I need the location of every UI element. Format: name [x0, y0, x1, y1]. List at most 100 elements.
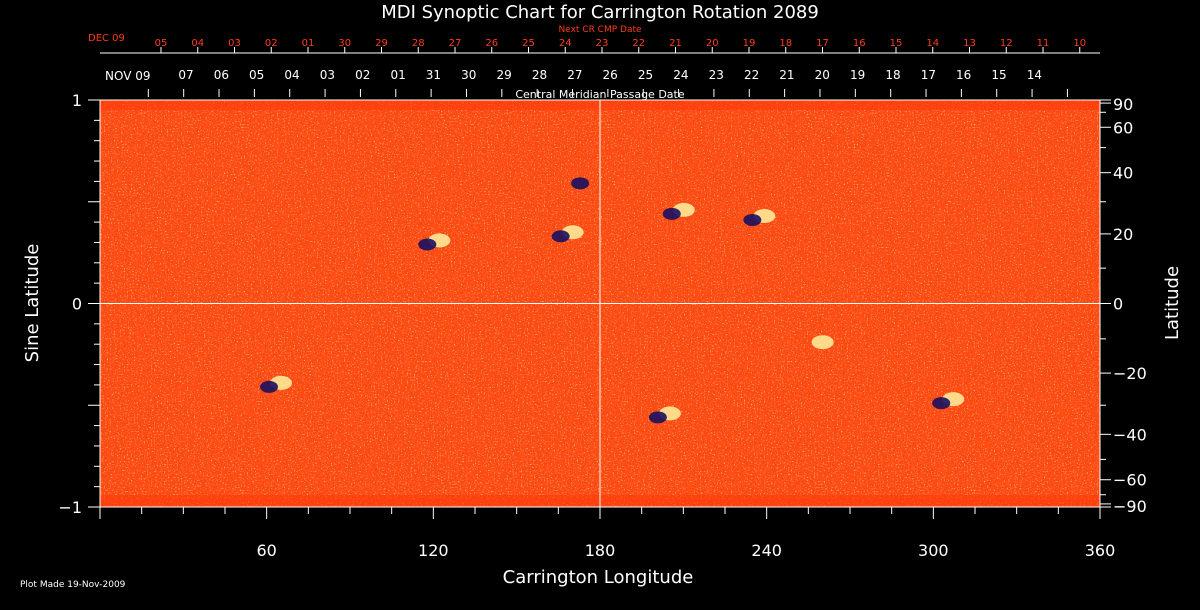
- y-right-tick-label: 0: [1113, 295, 1123, 314]
- next-cr-date-label: 20: [706, 38, 719, 49]
- y-axis-right-label: Latitude: [1162, 266, 1183, 340]
- next-cr-start-label: DEC 09: [88, 33, 125, 44]
- x-tick-label: 300: [918, 541, 949, 560]
- cmp-date-label: 03: [320, 68, 335, 82]
- negative-polarity-patch: [932, 397, 951, 410]
- cmp-date-label: 01: [390, 68, 405, 82]
- negative-polarity-patch: [648, 411, 667, 424]
- active-region: [551, 225, 584, 243]
- cmp-date-label: 21: [779, 68, 794, 82]
- cmp-date-label: 24: [673, 68, 688, 82]
- cmp-date-label: 04: [284, 68, 299, 82]
- active-region: [662, 202, 695, 220]
- y-right-tick-label: 40: [1113, 164, 1133, 183]
- next-cr-ticks: 05 04 03 02 01 30 29 28 27 26 25 24 23 22 21 20 19 18 17 16…: [155, 38, 1086, 53]
- cmp-date-label: 23: [709, 68, 724, 82]
- cmp-date-label: 20: [815, 68, 830, 82]
- negative-polarity-patch: [260, 380, 278, 393]
- y-left-tick-label: −1: [58, 498, 82, 517]
- negative-polarity-patch: [551, 230, 570, 243]
- x-axis-label: Carrington Longitude: [503, 567, 694, 588]
- y-axis-right: 90 60 40 20 0 −20 −40 −60 −90: [1100, 95, 1147, 516]
- y-left-tick-label: 1: [72, 91, 82, 110]
- cmp-date-label: 16: [956, 68, 971, 82]
- positive-polarity-patch: [811, 335, 834, 350]
- next-cr-date-label: 01: [302, 38, 315, 49]
- x-tick-label: 180: [585, 541, 616, 560]
- chart-title: MDI Synoptic Chart for Carrington Rotati…: [381, 2, 819, 23]
- cmp-date-label: 06: [214, 68, 229, 82]
- x-tick-label: 240: [751, 541, 782, 560]
- y-left-tick-label: 0: [72, 295, 82, 314]
- y-right-tick-label: 20: [1113, 225, 1133, 244]
- next-cr-date-label: 19: [743, 38, 756, 49]
- next-cr-date-label: 18: [779, 38, 792, 49]
- cmp-date-label: 17: [921, 68, 936, 82]
- negative-polarity-patch: [743, 214, 762, 227]
- active-region: [418, 233, 451, 251]
- y-right-tick-label: −60: [1113, 471, 1147, 490]
- plot-made-note: Plot Made 19-Nov-2009: [20, 580, 126, 590]
- next-cr-date-label: 24: [559, 38, 572, 49]
- next-cr-date-label: 15: [890, 38, 903, 49]
- y-right-tick-label: 60: [1113, 118, 1133, 137]
- next-cr-date-label: 02: [265, 38, 278, 49]
- cmp-date-label: 26: [603, 68, 618, 82]
- cmp-date-label: 18: [885, 68, 900, 82]
- active-region: [932, 392, 965, 410]
- active-region: [648, 406, 681, 424]
- next-cr-date-label: 23: [596, 38, 609, 49]
- cmp-axis-label: Central Meridian Passage Date: [515, 88, 684, 101]
- cmp-date-label: 25: [638, 68, 653, 82]
- active-regions: [260, 177, 965, 424]
- negative-polarity-patch: [418, 238, 437, 251]
- next-cr-date-label: 28: [412, 38, 425, 49]
- cmp-date-label: 02: [355, 68, 370, 82]
- next-cr-date-label: 04: [191, 38, 204, 49]
- active-region: [260, 375, 292, 393]
- next-cr-date-label: 30: [338, 38, 351, 49]
- cmp-date-label: 22: [744, 68, 759, 82]
- active-region: [811, 335, 834, 350]
- y-right-tick-label: 90: [1113, 95, 1133, 114]
- next-cr-date-label: 22: [632, 38, 645, 49]
- y-right-tick-label: −90: [1113, 497, 1147, 516]
- cmp-date-label: 27: [567, 68, 582, 82]
- cmp-ticks: 07 06 05 04 03 02 01 31 30 29 28 27 26 25 24 23 22 21 20 19…: [147, 68, 1068, 97]
- cmp-date-label: 31: [426, 68, 441, 82]
- cmp-date-label: 07: [178, 68, 193, 82]
- next-cr-date-label: 25: [522, 38, 535, 49]
- cmp-date-label: 19: [850, 68, 865, 82]
- next-cr-date-label: 11: [1037, 38, 1050, 49]
- active-region: [571, 177, 590, 190]
- next-cr-date-label: 14: [926, 38, 939, 49]
- next-cr-date-label: 29: [375, 38, 388, 49]
- next-cr-date-label: 03: [228, 38, 241, 49]
- cmp-start-label: NOV 09: [105, 69, 151, 83]
- next-cr-date-label: 17: [816, 38, 829, 49]
- next-cr-date-label: 10: [1073, 38, 1086, 49]
- next-cr-axis-label: Next CR CMP Date: [558, 25, 642, 35]
- next-cr-date-label: 21: [669, 38, 682, 49]
- cmp-date-label: 15: [991, 68, 1006, 82]
- negative-polarity-patch: [571, 177, 590, 190]
- x-axis: 60 120 180 240 300 360: [99, 507, 1115, 560]
- next-cr-date-label: 12: [1000, 38, 1013, 49]
- y-right-tick-label: −20: [1113, 364, 1147, 383]
- cmp-date-label: 29: [497, 68, 512, 82]
- next-cr-date-label: 05: [155, 38, 168, 49]
- active-region: [743, 209, 776, 227]
- y-right-tick-label: −40: [1113, 425, 1147, 444]
- y-axis-left-label: Sine Latitude: [22, 244, 43, 363]
- cmp-date-label: 28: [532, 68, 547, 82]
- next-cr-date-label: 13: [963, 38, 976, 49]
- cmp-date-label: 14: [1027, 68, 1042, 82]
- cmp-date-label: 30: [461, 68, 476, 82]
- y-axis-left: 1 0 −1: [58, 91, 100, 517]
- x-tick-label: 120: [418, 541, 449, 560]
- negative-polarity-patch: [662, 207, 681, 220]
- cmp-date-label: 05: [249, 68, 264, 82]
- next-cr-date-label: 26: [485, 38, 498, 49]
- next-cr-date-label: 27: [449, 38, 462, 49]
